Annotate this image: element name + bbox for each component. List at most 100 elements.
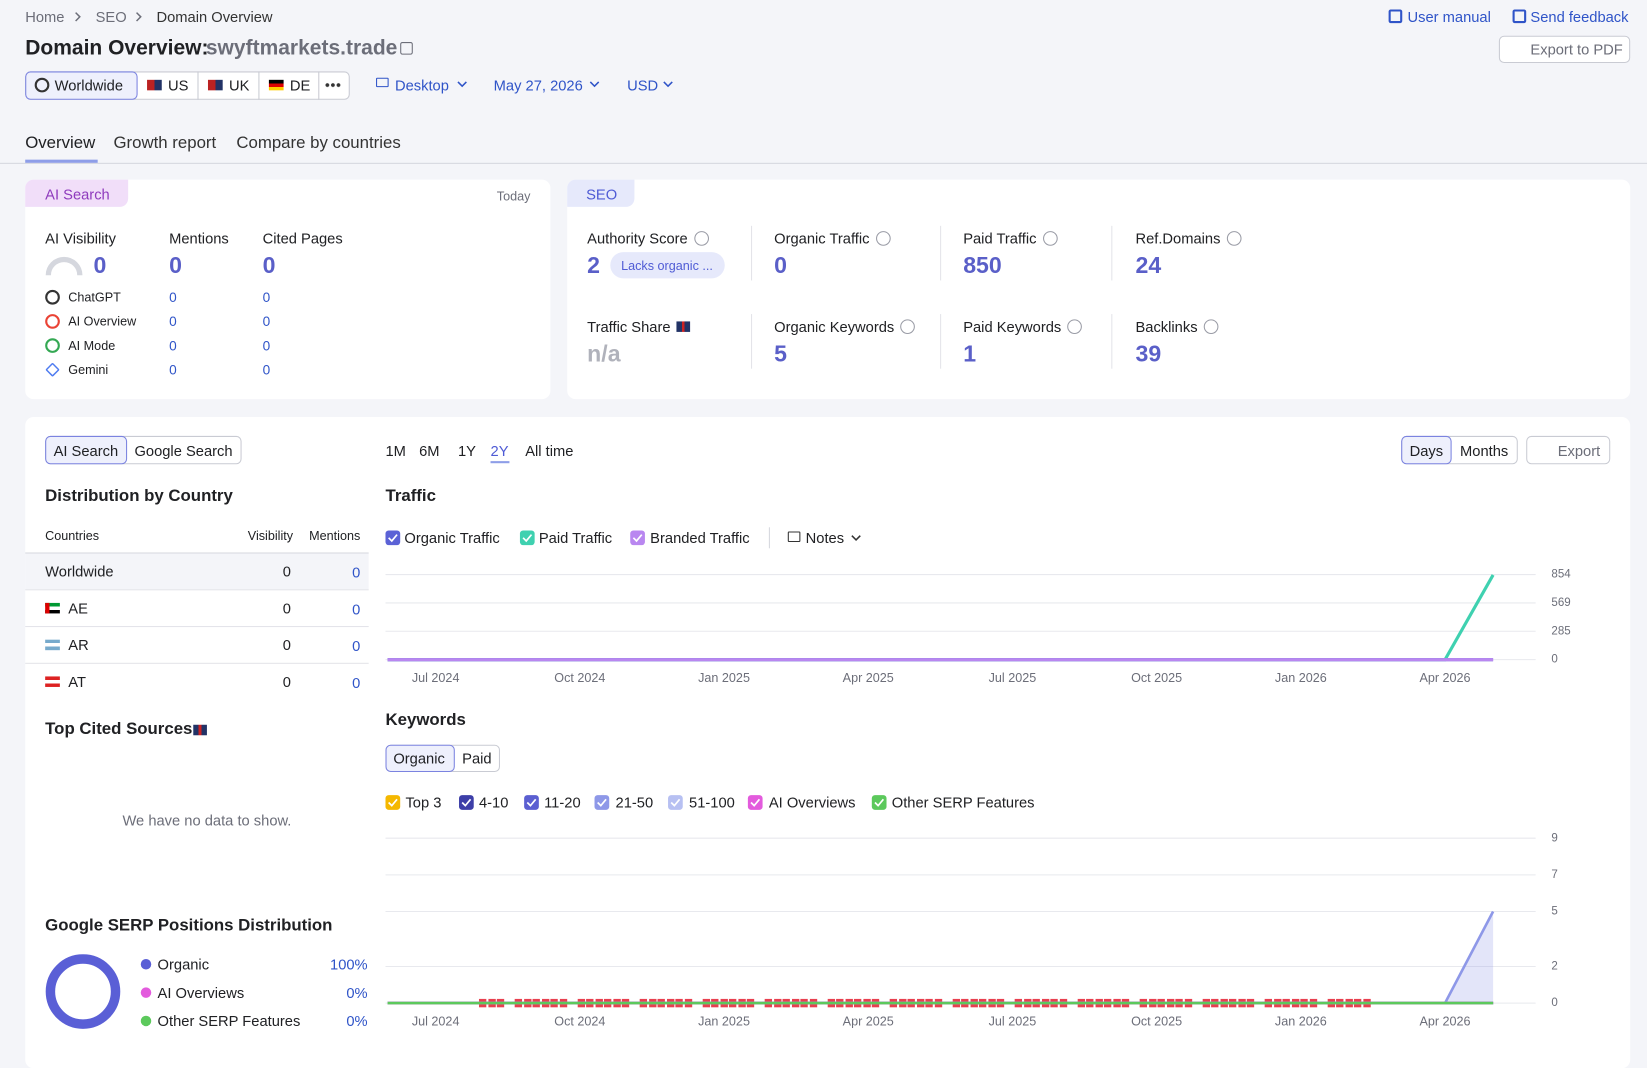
divider bbox=[768, 527, 770, 549]
export-button[interactable] bbox=[1526, 435, 1611, 465]
legend-label[interactable]: AI Overviews bbox=[768, 794, 856, 811]
period-option[interactable]: 2Y bbox=[490, 442, 509, 460]
mentions-value[interactable]: 0 bbox=[352, 564, 361, 581]
empty-state: We have no data to show. bbox=[122, 811, 292, 829]
platform-mentions[interactable]: 0 bbox=[169, 313, 177, 330]
x-tick-label: Oct 2024 bbox=[554, 671, 605, 685]
country-name: Worldwide bbox=[45, 563, 114, 580]
check-mark bbox=[526, 798, 537, 807]
metric-value[interactable]: 0 bbox=[774, 252, 787, 279]
keyword-option[interactable]: Organic bbox=[393, 749, 445, 767]
ai-search-card bbox=[25, 179, 551, 400]
column-header: Mentions bbox=[309, 528, 361, 544]
granularity-option[interactable]: Days bbox=[1409, 442, 1444, 460]
legend-label[interactable]: Paid Traffic bbox=[538, 529, 613, 547]
notes-dropdown[interactable]: Notes bbox=[805, 529, 845, 547]
platform-cited[interactable]: 0 bbox=[262, 313, 271, 330]
period-option[interactable]: 1M bbox=[385, 442, 406, 460]
export-pdf-button[interactable] bbox=[1498, 35, 1631, 64]
legend-checkbox[interactable] bbox=[459, 795, 474, 810]
region-option[interactable]: DE bbox=[289, 76, 311, 94]
header-link[interactable]: User manual bbox=[1407, 8, 1491, 26]
mentions-value[interactable]: 0 bbox=[352, 637, 361, 655]
platform-mentions[interactable]: 0 bbox=[169, 361, 177, 378]
legend-checkbox[interactable] bbox=[747, 795, 763, 810]
granularity-selected[interactable] bbox=[1401, 435, 1452, 465]
legend-checkbox[interactable] bbox=[668, 795, 683, 810]
x-tick-label: Oct 2024 bbox=[554, 1014, 605, 1028]
legend-checkbox[interactable] bbox=[519, 530, 535, 546]
keyword-option[interactable]: Paid bbox=[462, 749, 492, 767]
breadcrumb[interactable]: Home bbox=[25, 8, 65, 26]
source-selected[interactable] bbox=[45, 435, 128, 465]
mentions-value[interactable]: 0 bbox=[352, 674, 361, 692]
metric-value[interactable]: 1 bbox=[963, 340, 977, 367]
header-border bbox=[25, 552, 369, 554]
y-tick-label: 0 bbox=[1551, 997, 1557, 1009]
region-option[interactable]: UK bbox=[228, 76, 250, 94]
period-option[interactable]: All time bbox=[525, 442, 574, 460]
legend-label[interactable]: Organic Traffic bbox=[404, 529, 500, 547]
breadcrumb: Domain Overview bbox=[156, 8, 273, 26]
x-tick-label: Jul 2025 bbox=[989, 1014, 1037, 1028]
filter-dropdown[interactable]: May 27, 2026 bbox=[493, 76, 583, 94]
period-option[interactable]: 1Y bbox=[457, 442, 476, 460]
metric-value: 0 bbox=[262, 252, 276, 279]
metric-value[interactable]: 2 bbox=[587, 252, 601, 279]
filter-dropdown[interactable]: USD bbox=[627, 76, 659, 94]
legend-checkbox[interactable] bbox=[385, 795, 401, 810]
divider bbox=[940, 314, 942, 369]
legend-label[interactable]: Branded Traffic bbox=[650, 529, 750, 547]
filter-dropdown[interactable]: Desktop bbox=[394, 76, 449, 94]
metric-label: Organic Keywords bbox=[774, 318, 895, 336]
legend-checkbox[interactable] bbox=[594, 795, 610, 810]
flag-icon bbox=[268, 79, 284, 91]
tab[interactable]: Compare by countries bbox=[236, 134, 401, 153]
series-area bbox=[387, 911, 1494, 1004]
legend-label[interactable]: Other SERP Features bbox=[891, 794, 1035, 811]
legend-label[interactable]: 4-10 bbox=[478, 794, 509, 811]
mentions-value[interactable]: 0 bbox=[352, 600, 361, 618]
legend-label[interactable]: Top 3 bbox=[405, 794, 442, 811]
legend-checkbox[interactable] bbox=[871, 795, 887, 810]
header-link[interactable]: Send feedback bbox=[1530, 8, 1629, 26]
legend-label[interactable]: 21-50 bbox=[615, 794, 654, 811]
x-tick-label: Jan 2025 bbox=[698, 671, 750, 685]
donut-segment bbox=[45, 954, 121, 1029]
platform-cited[interactable]: 0 bbox=[262, 361, 271, 378]
legend-label[interactable]: 51-100 bbox=[689, 794, 735, 811]
x-tick-label: Jan 2025 bbox=[698, 1014, 750, 1028]
legend-checkbox[interactable] bbox=[524, 795, 539, 810]
metric-value[interactable]: 24 bbox=[1135, 252, 1162, 279]
chevron bbox=[851, 535, 861, 542]
badge bbox=[610, 252, 725, 279]
more-button[interactable] bbox=[324, 82, 342, 88]
region-option[interactable]: US bbox=[168, 76, 189, 94]
region-option[interactable]: Worldwide bbox=[54, 76, 124, 94]
metric-value[interactable]: 850 bbox=[963, 252, 1002, 279]
source-option[interactable]: AI Search bbox=[53, 442, 119, 460]
device-icon bbox=[376, 77, 389, 88]
platform-cited[interactable]: 0 bbox=[262, 337, 271, 354]
legend-checkbox[interactable] bbox=[385, 530, 401, 546]
metric-value[interactable]: 5 bbox=[774, 340, 787, 367]
page: 0 285 569 854 Jul 2024 Oct 2024 Jan 2025 Apr 20… bbox=[0, 8, 1647, 1068]
tab[interactable]: Growth report bbox=[113, 134, 217, 153]
granularity-option[interactable]: Months bbox=[1460, 442, 1509, 460]
legend-checkbox[interactable] bbox=[630, 530, 645, 546]
info-icon bbox=[694, 231, 709, 246]
metric-value[interactable]: 39 bbox=[1135, 340, 1162, 367]
y-tick-label: 285 bbox=[1551, 625, 1570, 637]
source-option[interactable]: Google Search bbox=[134, 442, 233, 460]
metric-label: Backlinks bbox=[1135, 318, 1198, 336]
tab[interactable]: Overview bbox=[25, 134, 96, 153]
legend-label[interactable]: 11-20 bbox=[544, 794, 581, 811]
platform-mentions[interactable]: 0 bbox=[169, 337, 177, 354]
card-tag: SEO bbox=[586, 185, 618, 203]
breadcrumb[interactable]: SEO bbox=[95, 8, 127, 26]
platform-mentions[interactable]: 0 bbox=[169, 289, 177, 306]
platform-cited[interactable]: 0 bbox=[262, 289, 271, 306]
keyword-selected[interactable] bbox=[385, 744, 455, 773]
metric-value: 0 bbox=[93, 252, 107, 279]
period-option[interactable]: 6M bbox=[419, 442, 440, 460]
